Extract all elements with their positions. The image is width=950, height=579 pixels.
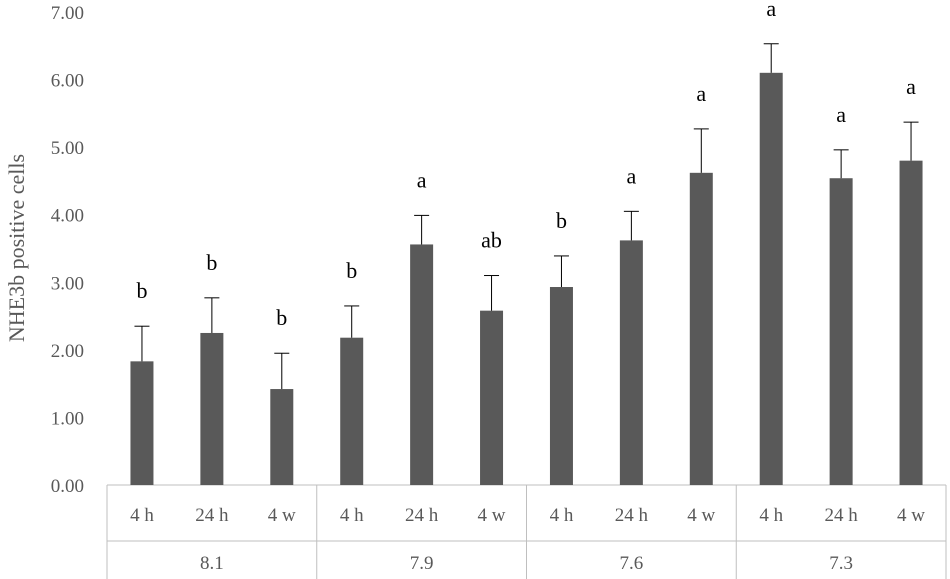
category-labels: 4 h 24 h 4 w 4 h 24 h 4 w 4 h 24 h 4 w 4 h 24 h 4 w (130, 505, 925, 526)
bar (549, 287, 573, 485)
error-bars (134, 43, 919, 390)
y-tick-label: 5.00 (51, 138, 84, 159)
category-label: 4 h (130, 505, 154, 526)
category-label: 4 w (268, 505, 296, 526)
y-tick-label: 0.00 (51, 476, 84, 497)
y-axis-title: NHE3b positive cells (4, 154, 29, 342)
significance-label: a (696, 81, 706, 106)
bar (200, 332, 224, 485)
category-label: 24 h (615, 505, 649, 526)
category-label: 4 h (340, 505, 364, 526)
significance-label: a (906, 74, 916, 99)
group-label: 7.6 (620, 553, 644, 574)
significance-label: b (136, 278, 147, 303)
y-tick-label: 6.00 (51, 71, 84, 92)
axes (106, 484, 947, 579)
bar (410, 244, 434, 485)
group-label: 8.1 (200, 553, 224, 574)
significance-label: b (206, 250, 217, 275)
category-label: 24 h (195, 505, 229, 526)
bar (270, 389, 294, 485)
category-label: 4 w (687, 505, 715, 526)
significance-label: ab (481, 228, 502, 253)
y-tick-label: 3.00 (51, 273, 84, 294)
bar (340, 337, 364, 485)
significance-label: b (346, 258, 357, 283)
bar (759, 72, 783, 486)
y-tick-label: 1.00 (51, 408, 84, 429)
significance-labels: b b b b a ab b a a a a a (136, 0, 916, 330)
bar (619, 240, 643, 485)
category-label: 24 h (405, 505, 439, 526)
category-label: 4 h (550, 505, 574, 526)
y-tick-label: 4.00 (51, 206, 84, 227)
group-label: 7.9 (410, 553, 434, 574)
significance-label: a (626, 163, 636, 188)
category-label: 24 h (825, 505, 859, 526)
group-label: 7.3 (829, 553, 853, 574)
y-axis-ticks: 0.00 1.00 2.00 3.00 4.00 5.00 6.00 7.00 (51, 3, 84, 497)
bar (829, 178, 853, 485)
y-tick-label: 2.00 (51, 341, 84, 362)
category-label: 4 w (897, 505, 925, 526)
significance-label: a (417, 167, 427, 192)
bar (689, 172, 713, 485)
category-label: 4 w (478, 505, 506, 526)
bar (130, 361, 154, 485)
category-label: 4 h (759, 505, 783, 526)
group-labels: 8.1 7.9 7.6 7.3 (200, 553, 853, 574)
significance-label: a (766, 0, 776, 21)
significance-label: a (836, 102, 846, 127)
y-tick-label: 7.00 (51, 3, 84, 24)
bars (130, 72, 923, 486)
significance-label: b (276, 305, 287, 330)
significance-label: b (556, 208, 567, 233)
bar (899, 160, 923, 485)
bar (480, 310, 504, 485)
